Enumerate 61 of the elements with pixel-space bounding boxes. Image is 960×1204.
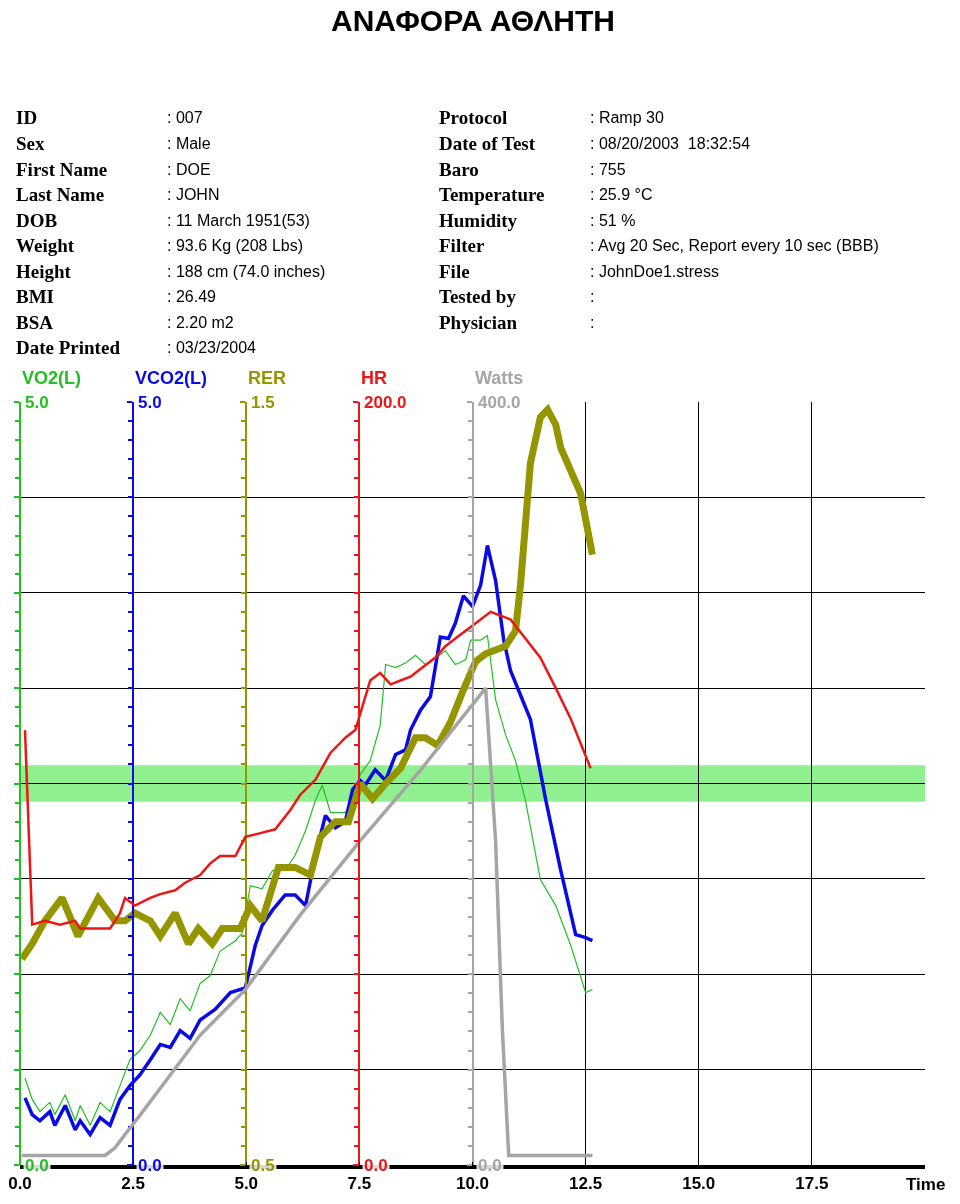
text: : 755 bbox=[590, 161, 626, 178]
text: Tested by bbox=[439, 286, 517, 307]
y-axis-title: HR bbox=[361, 368, 387, 388]
y2-tick-label: 0.0 bbox=[138, 1156, 162, 1175]
text: : 03/23/2004 bbox=[167, 339, 257, 356]
x-tick-label: 0.0 bbox=[8, 1174, 32, 1194]
y3-tick-label: 0.5 bbox=[251, 1156, 275, 1175]
text: Sex bbox=[16, 133, 45, 154]
x-tick-label: 7.5 bbox=[347, 1174, 372, 1194]
text: Physician bbox=[439, 312, 518, 333]
x-tick-label: 10.0 bbox=[455, 1174, 490, 1194]
text: Filter bbox=[439, 235, 485, 256]
text: Date of Test bbox=[439, 133, 536, 154]
text: : JOHN bbox=[167, 186, 220, 203]
text: Protocol bbox=[439, 107, 508, 128]
text: DOB bbox=[16, 210, 58, 231]
x-tick-label: 5.0 bbox=[234, 1174, 259, 1194]
text: Height bbox=[16, 261, 72, 282]
y2-axis-title: Watts bbox=[475, 368, 524, 388]
chart-title: ΑΝΑΦΟΡΑ ΑΘΛΗΤΗ bbox=[331, 4, 615, 37]
text: Humidity bbox=[439, 210, 518, 231]
text: Date Printed bbox=[16, 337, 121, 358]
y-axis-title: VO2(L) bbox=[22, 368, 82, 388]
y3-tick-label: 1.5 bbox=[251, 393, 275, 412]
text: : bbox=[590, 314, 595, 331]
text: : 08/20/2003 18:32:54 bbox=[590, 135, 751, 152]
text: : Male bbox=[167, 135, 211, 152]
text: Last Name bbox=[16, 184, 105, 205]
x-tick-label: 2.5 bbox=[121, 1174, 145, 1194]
text: BSA bbox=[16, 312, 54, 333]
text: : 2.20 m2 bbox=[167, 314, 234, 331]
text: ID bbox=[16, 107, 38, 128]
x-axis-title: Time bbox=[906, 1175, 946, 1194]
text: Temperature bbox=[439, 184, 545, 205]
y-tick-label: 200.0 bbox=[364, 393, 407, 412]
text: : JohnDoe1.stress bbox=[590, 263, 719, 280]
text: : 93.6 Kg (208 Lbs) bbox=[167, 237, 304, 254]
x-tick-label: 12.5 bbox=[569, 1174, 603, 1194]
text: : 11 March 1951(53) bbox=[167, 212, 310, 229]
text: : 26.49 bbox=[167, 288, 217, 305]
text: : 007 bbox=[167, 109, 203, 126]
text: : DOE bbox=[167, 161, 211, 178]
text: : 25.9 °C bbox=[590, 186, 653, 203]
text: : bbox=[590, 288, 595, 305]
text: File bbox=[439, 261, 470, 282]
text: : Ramp 30 bbox=[590, 109, 664, 126]
x-tick-label: 15.0 bbox=[682, 1174, 716, 1194]
text: Weight bbox=[16, 235, 75, 256]
y2-tick-label: 0.0 bbox=[478, 1156, 502, 1175]
text: Baro bbox=[439, 159, 479, 180]
text: First Name bbox=[16, 159, 108, 180]
x-tick-label: 17.5 bbox=[795, 1174, 829, 1194]
y2-tick-label: 5.0 bbox=[138, 393, 162, 412]
y2-tick-label: 400.0 bbox=[478, 393, 521, 412]
text: : 51 % bbox=[590, 212, 636, 229]
text: BMI bbox=[16, 286, 54, 307]
y3-axis-title: RER bbox=[248, 368, 287, 388]
text: : 188 cm (74.0 inches) bbox=[167, 263, 326, 280]
y2-axis-title: VCO2(L) bbox=[135, 368, 208, 388]
text: : Avg 20 Sec, Report every 10 sec (BBB) bbox=[590, 237, 879, 254]
line-series bbox=[24, 634, 594, 1126]
